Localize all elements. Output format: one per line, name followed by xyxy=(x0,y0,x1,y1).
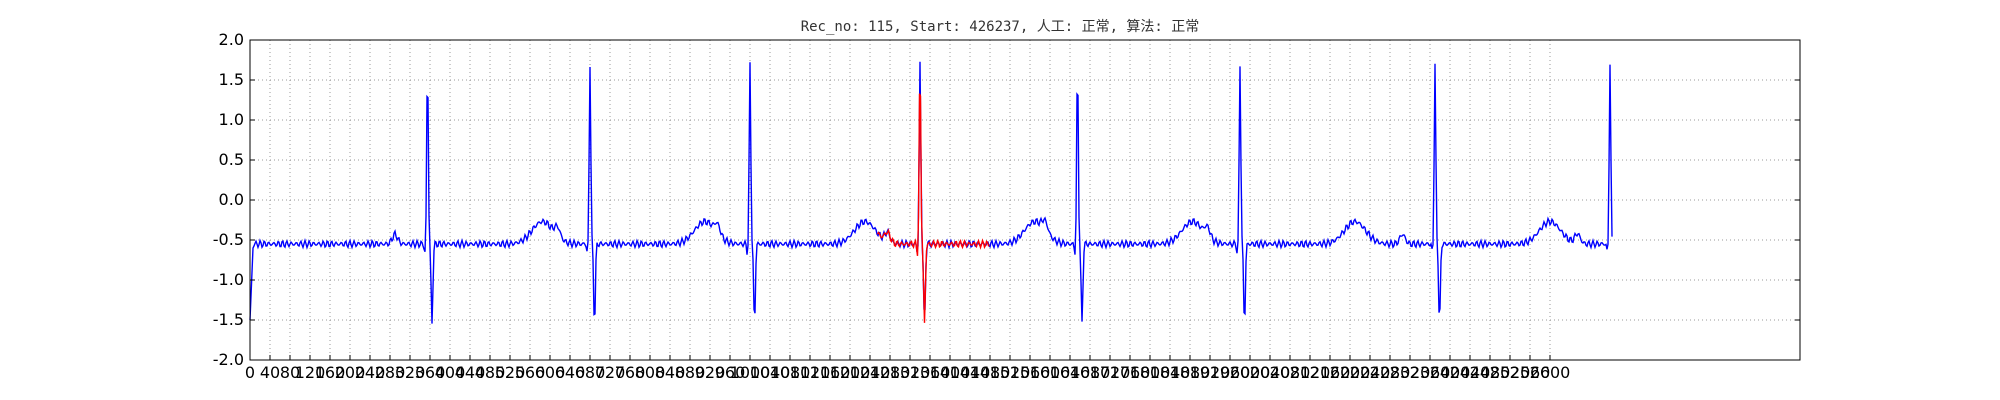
y-tick-label: -1.0 xyxy=(213,270,244,289)
x-tick-label: 1480 xyxy=(970,363,1011,382)
x-tick-label: 360 xyxy=(415,363,446,382)
ecg-series-0 xyxy=(249,61,1613,324)
x-tick-label: 1520 xyxy=(990,363,1031,382)
x-tick-label: 2040 xyxy=(1250,363,1291,382)
x-tick-label: 1280 xyxy=(870,363,911,382)
x-tick-label: 760 xyxy=(615,363,646,382)
x-tick-label: 2560 xyxy=(1510,363,1551,382)
y-tick-label: 0.5 xyxy=(219,150,244,169)
y-tick-label: 2.0 xyxy=(219,30,244,49)
x-tick-label: 2480 xyxy=(1470,363,1511,382)
x-tick-label: 840 xyxy=(655,363,686,382)
y-tick-label: -2.0 xyxy=(213,350,244,369)
x-tick-label: 1000 xyxy=(730,363,771,382)
y-axis: 2.0 1.5 1.0 0.5 0.0 -0.5 -1.0 -1.5 -2.0 xyxy=(213,30,1800,369)
x-tick-label: 320 xyxy=(395,363,426,382)
x-tick-label: 0 xyxy=(245,363,255,382)
x-tick-label: 920 xyxy=(695,363,726,382)
y-tick-label: -1.5 xyxy=(213,310,244,329)
ecg-series-1 xyxy=(876,93,990,323)
x-tick-label: 2600 xyxy=(1530,363,1571,382)
x-tick-label: 2280 xyxy=(1370,363,1411,382)
x-tick-label: 1440 xyxy=(950,363,991,382)
x-tick-label: 280 xyxy=(375,363,406,382)
x-tick-label: 200 xyxy=(335,363,366,382)
x-tick-label: 640 xyxy=(555,363,586,382)
x-tick-label: 1200 xyxy=(830,363,871,382)
x-tick-label: 2160 xyxy=(1310,363,1351,382)
x-tick-label: 2000 xyxy=(1230,363,1271,382)
x-tick-label: 1040 xyxy=(750,363,791,382)
x-tick-label: 400 xyxy=(435,363,466,382)
y-tick-label: -0.5 xyxy=(213,230,244,249)
x-tick-label: 1720 xyxy=(1090,363,1131,382)
y-tick-label: 1.5 xyxy=(219,70,244,89)
x-tick-label: 40 xyxy=(260,363,280,382)
y-tick-label: 1.0 xyxy=(219,110,244,129)
x-tick-label: 1680 xyxy=(1070,363,1111,382)
x-tick-label: 240 xyxy=(355,363,386,382)
chart-title: Rec_no: 115, Start: 426237, 人工: 正常, 算法: … xyxy=(801,19,1200,35)
x-tick-label: 1640 xyxy=(1050,363,1091,382)
x-tick-label: 80 xyxy=(280,363,300,382)
x-tick-label: 1120 xyxy=(790,363,831,382)
x-tick-label: 1880 xyxy=(1170,363,1211,382)
x-tick-label: 1960 xyxy=(1210,363,1251,382)
x-tick-label: 120 xyxy=(295,363,326,382)
x-tick-label: 1600 xyxy=(1030,363,1071,382)
x-tick-label: 2120 xyxy=(1290,363,1331,382)
x-tick-label: 1360 xyxy=(910,363,951,382)
x-tick-label: 2520 xyxy=(1490,363,1531,382)
x-tick-label: 2200 xyxy=(1330,363,1371,382)
x-tick-label: 1400 xyxy=(930,363,971,382)
x-tick-label: 1560 xyxy=(1010,363,1051,382)
x-tick-label: 520 xyxy=(495,363,526,382)
x-tick-label: 800 xyxy=(635,363,666,382)
x-tick-label: 1840 xyxy=(1150,363,1191,382)
x-tick-label: 2440 xyxy=(1450,363,1491,382)
x-tick-label: 440 xyxy=(455,363,486,382)
x-tick-label: 2080 xyxy=(1270,363,1311,382)
x-tick-label: 2240 xyxy=(1350,363,1391,382)
x-tick-label: 480 xyxy=(475,363,506,382)
series-layer xyxy=(249,61,1613,324)
grid-lines xyxy=(250,40,1800,360)
x-tick-label: 2320 xyxy=(1390,363,1431,382)
x-tick-label: 160 xyxy=(315,363,346,382)
x-tick-label: 560 xyxy=(515,363,546,382)
x-tick-label: 720 xyxy=(595,363,626,382)
x-axis: 0 40 8012016020024028032036040044048052056… xyxy=(245,355,1570,382)
x-tick-label: 1920 xyxy=(1190,363,1231,382)
x-tick-label: 960 xyxy=(715,363,746,382)
x-tick-label: 1160 xyxy=(810,363,851,382)
x-tick-label: 1800 xyxy=(1130,363,1171,382)
x-tick-label: 2400 xyxy=(1430,363,1471,382)
x-tick-label: 2360 xyxy=(1410,363,1451,382)
x-tick-label: 600 xyxy=(535,363,566,382)
x-tick-label: 1760 xyxy=(1110,363,1151,382)
x-tick-label: 1320 xyxy=(890,363,931,382)
x-tick-label: 680 xyxy=(575,363,606,382)
y-tick-label: 0.0 xyxy=(219,190,244,209)
x-tick-label: 1240 xyxy=(850,363,891,382)
x-tick-label: 1080 xyxy=(770,363,811,382)
x-tick-label: 880 xyxy=(675,363,706,382)
